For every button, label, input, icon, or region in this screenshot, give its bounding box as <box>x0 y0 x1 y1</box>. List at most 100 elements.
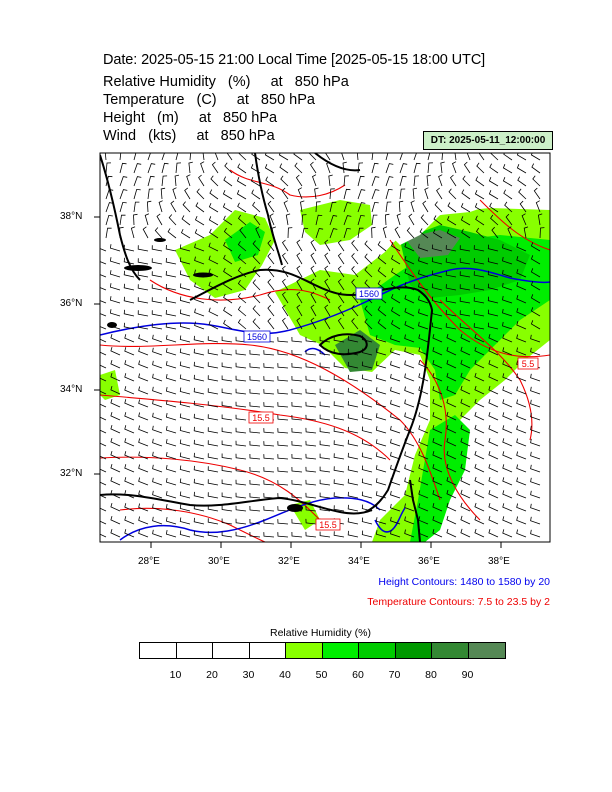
wind-barb <box>418 295 429 304</box>
wind-barb <box>123 309 135 317</box>
wind-barb <box>147 163 156 174</box>
wind-barb <box>364 266 373 278</box>
wind-barb <box>404 307 415 317</box>
wind-barb <box>109 257 121 265</box>
wind-barb <box>142 226 149 239</box>
wind-barb <box>319 466 331 473</box>
wind-barb <box>100 494 107 499</box>
wind-barb <box>531 163 541 174</box>
wind-barb <box>152 464 163 473</box>
wind-barb <box>319 453 331 460</box>
wind-barb <box>207 427 219 434</box>
wind-barb <box>249 479 261 486</box>
wind-barb <box>194 256 205 265</box>
colorbar-label: 30 <box>242 669 255 681</box>
wind-barb <box>264 164 275 174</box>
wind-barb <box>460 372 471 382</box>
wind-barb <box>418 269 429 278</box>
wind-barb <box>152 373 163 382</box>
field-list: Relative Humidity (%) at 850 hPa Tempera… <box>103 73 349 145</box>
wind-barb <box>267 304 275 317</box>
wind-barb <box>277 350 289 356</box>
wind-barb <box>147 188 154 200</box>
wind-barb <box>404 451 415 460</box>
colorbar-label: 10 <box>169 669 182 681</box>
wind-barb <box>110 437 121 447</box>
wind-barb <box>310 291 317 304</box>
wind-barb <box>291 453 303 460</box>
wind-barb <box>364 253 373 265</box>
wind-barb <box>391 319 401 330</box>
field-height: Height (m) at 850 hPa <box>103 110 278 126</box>
temperature-contour <box>229 169 346 198</box>
wind-barb <box>305 518 317 525</box>
wind-barb <box>196 188 205 200</box>
wind-barb <box>488 411 499 421</box>
wind-barb <box>250 177 261 187</box>
wind-barb <box>165 374 177 382</box>
wind-barb <box>390 451 401 460</box>
wind-barb <box>418 451 429 460</box>
wind-barb <box>207 362 219 369</box>
wind-barb <box>194 229 205 239</box>
wind-barb <box>223 280 233 291</box>
wind-barb <box>137 258 149 265</box>
colorbar-title: Relative Humidity (%) <box>270 627 371 639</box>
temperature-contour <box>100 343 441 501</box>
wind-barb <box>137 297 149 304</box>
wind-barb <box>291 440 303 447</box>
wind-barb <box>138 451 149 460</box>
field-relative-humidity: Relative Humidity (%) at 850 hPa <box>103 74 349 90</box>
wind-barb <box>473 245 485 252</box>
wind-barb <box>165 309 177 317</box>
wind-barb <box>223 267 233 278</box>
wind-barb <box>193 465 205 473</box>
wind-barb <box>390 516 401 525</box>
wind-barb <box>530 464 541 473</box>
wind-barb <box>418 347 429 356</box>
wind-barb <box>390 412 401 421</box>
wind-barb <box>404 386 415 395</box>
wind-barb <box>263 519 275 525</box>
wind-barb <box>251 189 261 200</box>
wind-barb <box>181 215 191 226</box>
wind-barb <box>459 310 471 317</box>
lon-label-32e: 32°E <box>278 556 300 567</box>
wind-barb <box>375 452 387 460</box>
axis-ticks <box>94 216 502 548</box>
wind-barb <box>174 174 180 187</box>
wind-barb <box>535 200 541 213</box>
wind-barb <box>516 451 527 460</box>
wind-barb <box>324 278 331 291</box>
wind-barb <box>267 291 275 304</box>
wind-barb <box>152 412 163 421</box>
wind-barb <box>252 201 261 213</box>
wind-barb <box>179 465 191 473</box>
wind-barb <box>474 346 485 356</box>
wind-barb <box>100 351 107 356</box>
wind-barb <box>195 202 205 213</box>
wind-barb <box>418 412 429 421</box>
wind-barb <box>347 478 359 486</box>
wind-barb <box>104 153 107 161</box>
wind-barb <box>357 189 366 200</box>
wind-barb <box>371 189 380 200</box>
wind-barb <box>333 401 345 408</box>
wind-barb <box>152 425 163 434</box>
wind-barb <box>418 386 429 395</box>
wind-barb <box>221 427 233 434</box>
wind-barb <box>161 153 165 161</box>
wind-barb <box>440 161 445 174</box>
wind-barb <box>179 335 191 343</box>
wind-barb <box>305 336 317 343</box>
wind-barb <box>315 228 324 239</box>
wind-barb <box>333 466 345 473</box>
wind-barb <box>460 216 471 226</box>
wind-barb <box>180 228 191 239</box>
wind-barb <box>252 253 261 265</box>
wind-barb <box>267 265 275 278</box>
wind-barb <box>249 388 261 395</box>
wind-barb <box>375 335 387 343</box>
wind-barb <box>404 242 415 252</box>
wind-barb <box>404 438 415 447</box>
